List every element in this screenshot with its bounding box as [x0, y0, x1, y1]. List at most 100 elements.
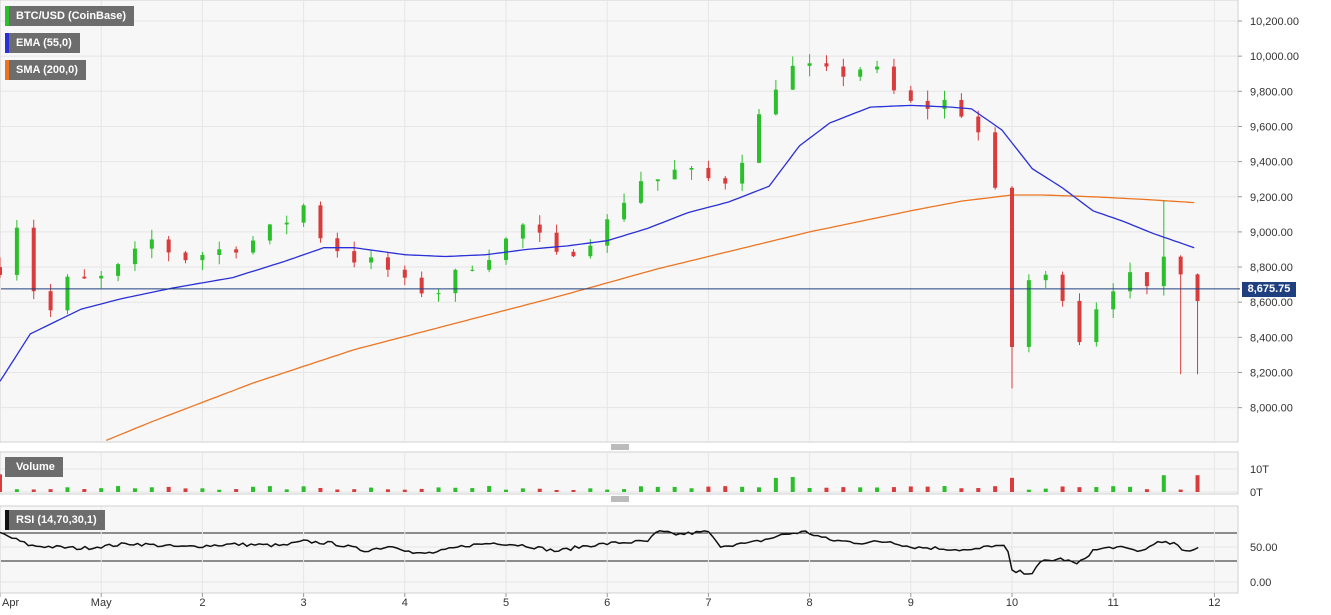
series-label-rsi-text: RSI (14,70,30,1) [16, 514, 97, 526]
volume-bar [1060, 486, 1065, 492]
volume-bar [132, 488, 137, 492]
candle-body [773, 89, 778, 115]
volume-rsi-splitter[interactable] [611, 496, 629, 502]
candle-body [908, 90, 913, 101]
candle-body [638, 181, 643, 203]
candle-body [1010, 187, 1014, 347]
candle-body [976, 116, 981, 133]
series-label-volume[interactable]: Volume [5, 457, 63, 477]
candle-body [402, 269, 407, 278]
series-label-volume-text: Volume [16, 461, 55, 473]
volume-bar [537, 488, 542, 492]
volume-bar [554, 489, 559, 492]
candle-body [453, 269, 458, 294]
last-price-tag: 8,675.75 [1242, 282, 1296, 297]
candle-body [352, 251, 357, 263]
candle-body [554, 232, 559, 252]
price-tick-label: 10,000.00 [1250, 51, 1299, 63]
volume-bar [622, 489, 627, 492]
candle-body [1195, 274, 1200, 302]
candle-body [200, 255, 205, 261]
volume-bar [385, 489, 390, 492]
candle-body [1094, 309, 1099, 343]
volume-bar [31, 489, 36, 492]
candle-body [419, 277, 424, 294]
ema-line [0, 104, 1195, 382]
candle-body [48, 291, 53, 311]
volume-bar [807, 488, 812, 492]
series-swatch-rsi [5, 510, 9, 530]
candle-body [335, 238, 340, 252]
candle-body [841, 66, 846, 77]
series-label-ema[interactable]: EMA (55,0) [5, 33, 80, 53]
volume-bar [773, 477, 778, 492]
price-tick-label: 9,200.00 [1250, 192, 1293, 204]
price-volume-splitter[interactable] [611, 444, 629, 450]
candle-body [925, 100, 930, 109]
volume-bar [470, 488, 475, 492]
time-tick-label: 4 [402, 597, 408, 609]
time-axis[interactable]: Apr May 2 3 4 5 6 7 8 9 10 11 12 [0, 593, 1221, 609]
volume-panel[interactable] [0, 451, 1239, 495]
price-tick-label: 9,600.00 [1250, 121, 1293, 133]
volume-bar [706, 486, 711, 492]
candle-body [807, 63, 812, 66]
price-panel[interactable] [0, 0, 1239, 443]
volume-bar [1026, 489, 1031, 492]
candle-body [14, 227, 19, 275]
volume-bar [1111, 486, 1116, 492]
candle-body [824, 63, 829, 67]
candle-body [790, 65, 795, 90]
candle-body [385, 257, 390, 270]
volume-bar [942, 486, 947, 492]
candle-body [487, 260, 492, 270]
candle-body [1111, 291, 1116, 310]
candle-body [504, 238, 508, 261]
volume-bar [959, 488, 964, 492]
candle-body [470, 269, 475, 271]
candle-body [1077, 300, 1082, 343]
candle-body [132, 248, 137, 265]
volume-bar [790, 477, 795, 492]
series-swatch-main [5, 6, 9, 26]
volume-bar [487, 486, 492, 492]
candle-body [571, 251, 576, 257]
candle-body [149, 239, 154, 249]
time-tick-label: 6 [604, 597, 610, 609]
volume-bar [183, 488, 188, 492]
time-tick-label: 5 [503, 597, 509, 609]
volume-tick-label: 10T [1250, 464, 1269, 476]
candle-body [740, 162, 745, 184]
candle-body [31, 227, 36, 292]
series-label-rsi[interactable]: RSI (14,70,30,1) [5, 510, 105, 530]
series-label-main-text: BTC/USD (CoinBase) [16, 10, 127, 22]
candle-body [605, 219, 610, 246]
series-label-ema-text: EMA (55,0) [16, 37, 72, 49]
volume-bar [301, 486, 306, 492]
candle-body [875, 66, 880, 70]
volume-bar [65, 487, 70, 492]
candle-body [1128, 272, 1133, 292]
rsi-line [0, 530, 1199, 575]
candle-body [1144, 272, 1149, 287]
volume-bar [858, 487, 863, 492]
time-tick-label: 7 [705, 597, 711, 609]
price-tick-label: 9,000.00 [1250, 227, 1293, 239]
volume-bar [419, 488, 424, 492]
rsi-panel[interactable] [0, 505, 1239, 594]
volume-bar [1010, 477, 1014, 492]
volume-bar [0, 474, 2, 492]
price-tick-label: 9,800.00 [1250, 86, 1293, 98]
volume-bar [166, 486, 171, 492]
volume-bar [116, 486, 121, 492]
candle-body [689, 167, 694, 170]
volume-bar [369, 487, 374, 492]
candle-body [672, 169, 677, 180]
candle-body [520, 224, 525, 239]
series-label-main[interactable]: BTC/USD (CoinBase) [5, 6, 135, 26]
volume-bar [504, 489, 508, 492]
volume-bar [1094, 487, 1099, 492]
price-axis[interactable]: 10,200.00 10,000.00 9,800.00 9,600.00 9,400.… [1238, 16, 1299, 589]
series-label-sma[interactable]: SMA (200,0) [5, 60, 86, 80]
